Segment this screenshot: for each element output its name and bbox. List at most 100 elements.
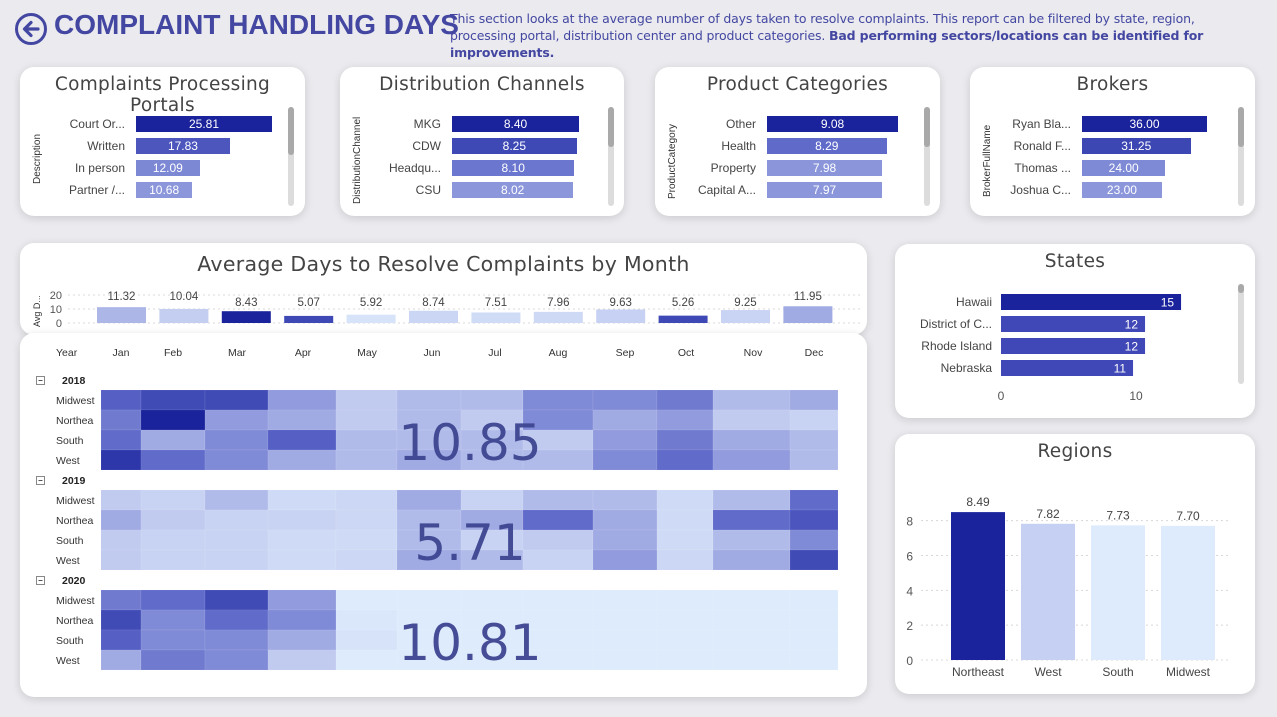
heatmap-cell[interactable] bbox=[140, 489, 206, 511]
heatmap-cell[interactable] bbox=[592, 409, 658, 431]
heatmap-cell[interactable] bbox=[522, 389, 594, 411]
heatmap-cell[interactable] bbox=[712, 409, 791, 431]
portals-scrollbar[interactable] bbox=[288, 107, 294, 206]
heatmap-cell[interactable] bbox=[140, 429, 206, 451]
month-bar[interactable] bbox=[533, 311, 583, 323]
region-bar[interactable] bbox=[1161, 525, 1215, 660]
heatmap-cell[interactable] bbox=[204, 549, 269, 571]
heatmap-cell[interactable] bbox=[100, 609, 142, 631]
collapse-icon[interactable] bbox=[36, 576, 45, 585]
heatmap-cell[interactable] bbox=[100, 529, 142, 551]
bar[interactable] bbox=[767, 160, 883, 176]
heatmap-cell[interactable] bbox=[140, 549, 206, 571]
heatmap-cell[interactable] bbox=[712, 429, 791, 451]
heatmap-cell[interactable] bbox=[100, 409, 142, 431]
heatmap-cell[interactable] bbox=[335, 509, 398, 531]
heatmap-cell[interactable] bbox=[789, 489, 839, 511]
heatmap-cell[interactable] bbox=[140, 629, 206, 651]
bar-row[interactable]: Written 17.83 bbox=[30, 138, 290, 154]
heatmap-cell[interactable] bbox=[712, 629, 791, 651]
back-arrow-icon[interactable] bbox=[14, 12, 48, 46]
bar-row[interactable]: In person 12.09 bbox=[30, 160, 290, 176]
heatmap-cell[interactable] bbox=[712, 449, 791, 471]
heatmap-cell[interactable] bbox=[335, 389, 398, 411]
heatmap-cell[interactable] bbox=[460, 389, 524, 411]
channels-scrollbar[interactable] bbox=[608, 107, 614, 206]
bar[interactable] bbox=[136, 138, 230, 154]
heatmap-cell[interactable] bbox=[656, 449, 714, 471]
heatmap-cell[interactable] bbox=[789, 409, 839, 431]
heatmap-cell[interactable] bbox=[789, 609, 839, 631]
heatmap-cell[interactable] bbox=[267, 449, 337, 471]
heatmap-cell[interactable] bbox=[204, 589, 269, 611]
bar-row[interactable]: Ryan Bla... 36.00 bbox=[976, 116, 1236, 132]
heatmap-cell[interactable] bbox=[204, 409, 269, 431]
bar[interactable] bbox=[767, 138, 887, 154]
bar-row[interactable]: Partner /... 10.68 bbox=[30, 182, 290, 198]
month-bar[interactable] bbox=[596, 309, 646, 323]
bar[interactable] bbox=[452, 160, 575, 176]
heatmap-cell[interactable] bbox=[267, 409, 337, 431]
heatmap-cell[interactable] bbox=[140, 649, 206, 671]
heatmap-cell[interactable] bbox=[656, 509, 714, 531]
heatmap-cell[interactable] bbox=[396, 489, 462, 511]
state-bar[interactable] bbox=[1001, 316, 1146, 332]
categories-scrollbar[interactable] bbox=[924, 107, 930, 206]
heatmap-cell[interactable] bbox=[712, 589, 791, 611]
heatmap-cell[interactable] bbox=[460, 489, 524, 511]
heatmap-cell[interactable] bbox=[140, 529, 206, 551]
heatmap-cell[interactable] bbox=[712, 549, 791, 571]
heatmap-cell[interactable] bbox=[592, 489, 658, 511]
bar[interactable] bbox=[136, 116, 272, 132]
heatmap-cell[interactable] bbox=[396, 389, 462, 411]
heatmap-cell[interactable] bbox=[100, 649, 142, 671]
heatmap-cell[interactable] bbox=[656, 649, 714, 671]
state-bar[interactable] bbox=[1001, 338, 1146, 354]
heatmap-cell[interactable] bbox=[522, 489, 594, 511]
heatmap-cell[interactable] bbox=[789, 449, 839, 471]
heatmap-cell[interactable] bbox=[656, 529, 714, 551]
heatmap-cell[interactable] bbox=[204, 629, 269, 651]
bar[interactable] bbox=[136, 160, 200, 176]
month-bar[interactable] bbox=[471, 312, 521, 323]
heatmap-cell[interactable] bbox=[267, 609, 337, 631]
heatmap-cell[interactable] bbox=[656, 389, 714, 411]
bar-row[interactable]: Thomas ... 24.00 bbox=[976, 160, 1236, 176]
heatmap-cell[interactable] bbox=[592, 449, 658, 471]
bar[interactable] bbox=[1082, 182, 1162, 198]
heatmap-cell[interactable] bbox=[592, 649, 658, 671]
heatmap-cell[interactable] bbox=[140, 589, 206, 611]
bar[interactable] bbox=[1082, 116, 1207, 132]
heatmap-cell[interactable] bbox=[100, 489, 142, 511]
bar-row[interactable]: Headqu... 8.10 bbox=[346, 160, 606, 176]
heatmap-cell[interactable] bbox=[460, 589, 524, 611]
heatmap-cell[interactable] bbox=[267, 549, 337, 571]
state-bar[interactable] bbox=[1001, 294, 1182, 310]
heatmap-cell[interactable] bbox=[204, 509, 269, 531]
heatmap-cell[interactable] bbox=[656, 409, 714, 431]
heatmap-cell[interactable] bbox=[140, 389, 206, 411]
heatmap-cell[interactable] bbox=[712, 509, 791, 531]
heatmap-cell[interactable] bbox=[140, 409, 206, 431]
heatmap-cell[interactable] bbox=[100, 589, 142, 611]
heatmap-cell[interactable] bbox=[789, 429, 839, 451]
brokers-scrollbar[interactable] bbox=[1238, 107, 1244, 206]
heatmap-cell[interactable] bbox=[592, 549, 658, 571]
heatmap-cell[interactable] bbox=[592, 389, 658, 411]
heatmap-cell[interactable] bbox=[712, 389, 791, 411]
heatmap-cell[interactable] bbox=[100, 629, 142, 651]
heatmap-cell[interactable] bbox=[522, 589, 594, 611]
heatmap-cell[interactable] bbox=[204, 529, 269, 551]
heatmap-cell[interactable] bbox=[592, 429, 658, 451]
heatmap-cell[interactable] bbox=[712, 529, 791, 551]
month-bar[interactable] bbox=[97, 307, 146, 323]
heatmap-cell[interactable] bbox=[656, 629, 714, 651]
heatmap-cell[interactable] bbox=[592, 589, 658, 611]
heatmap-cell[interactable] bbox=[335, 589, 398, 611]
heatmap-cell[interactable] bbox=[335, 429, 398, 451]
heatmap-cell[interactable] bbox=[100, 429, 142, 451]
bar-row[interactable]: Other 9.08 bbox=[661, 116, 921, 132]
heatmap-cell[interactable] bbox=[204, 449, 269, 471]
bar-row[interactable]: Property 7.98 bbox=[661, 160, 921, 176]
heatmap-cell[interactable] bbox=[335, 649, 398, 671]
